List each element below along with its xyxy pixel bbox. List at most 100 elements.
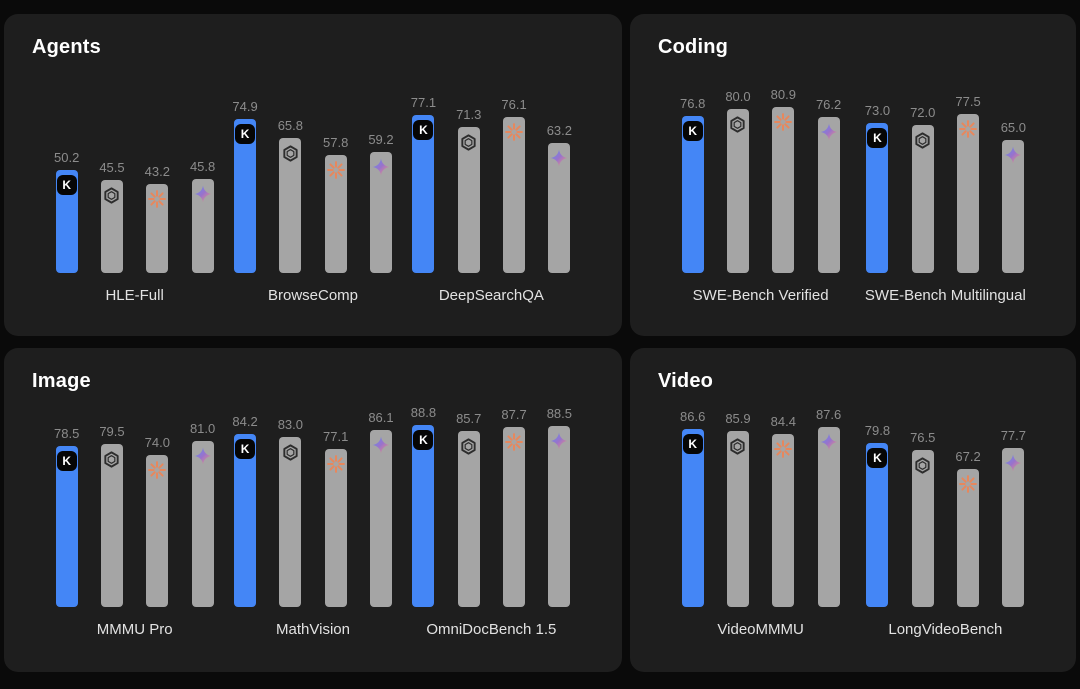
- bar-cluster: 73.0 K 72.0 77.5 65.0: [865, 67, 1026, 273]
- bar-gemini: [548, 426, 571, 607]
- bar-value: 67.2: [955, 449, 981, 464]
- bar-gemini: [548, 143, 571, 273]
- openai-logo: [280, 143, 300, 163]
- bar-value: 43.2: [144, 164, 170, 179]
- bar-column: 84.4: [771, 414, 796, 607]
- openai-logo: [102, 449, 122, 469]
- bar-column: 84.2 K: [232, 414, 258, 607]
- bar-value: 63.2: [546, 123, 572, 138]
- bar-claude: [772, 107, 795, 273]
- bar-value: 59.2: [368, 132, 394, 147]
- gemini-star-icon: [193, 446, 213, 466]
- bar-gemini: [191, 441, 214, 607]
- bar-column: 85.9: [725, 411, 751, 607]
- bar-value: 76.1: [501, 97, 527, 112]
- bar-value: 83.0: [277, 417, 303, 432]
- bar-column: 79.8 K: [865, 423, 890, 607]
- benchmark-group: 79.8 K 76.5 67.2 77.7 LongVideoBench: [865, 401, 1026, 638]
- bar-column: 78.5 K: [54, 426, 79, 607]
- gemini-star-icon: [1003, 145, 1023, 165]
- kimi-k-logo: K: [867, 128, 888, 148]
- bar-column: 81.0: [190, 421, 215, 607]
- claude-sunburst-icon: [958, 119, 978, 139]
- bar-kimi: K: [412, 425, 435, 607]
- benchmark-group: 78.5 K 79.5 74.0 81.0 MMMU Pro: [54, 401, 215, 638]
- kimi-k-logo: K: [682, 121, 703, 141]
- bar-value: 88.5: [546, 406, 572, 421]
- kimi-k-logo: K: [413, 120, 434, 140]
- bar-column: 86.6 K: [680, 409, 705, 607]
- benchmark-label: BrowseComp: [267, 287, 359, 304]
- benchmark-group: 88.8 K 85.7 87.7 88.5 OmniDocBench 1.5: [411, 401, 572, 638]
- bar-value: 74.9: [232, 99, 258, 114]
- panel-title: Image: [32, 370, 91, 392]
- bar-openai: [100, 180, 123, 273]
- bar-value: 57.8: [323, 135, 349, 150]
- bar-value: 84.2: [232, 414, 258, 429]
- bar-column: 45.8: [190, 159, 215, 273]
- bar-value: 80.9: [770, 87, 796, 102]
- benchmark-groups: 86.6 K 85.9 84.4 87.6 VideoMMMU 79.8 K 7…: [658, 401, 1048, 638]
- bar-gemini: [369, 430, 392, 607]
- bar-column: 43.2: [145, 164, 170, 273]
- kimi-k-logo: K: [682, 434, 703, 454]
- benchmark-label: LongVideoBench: [888, 621, 1003, 638]
- claude-sunburst-icon: [147, 189, 167, 209]
- bar-column: 76.1: [501, 97, 527, 273]
- bar-column: 76.5: [910, 430, 935, 607]
- bar-column: 77.1: [323, 429, 348, 607]
- benchmark-group: 77.1 K 71.3 76.1 63.2 DeepSearchQA: [411, 67, 572, 304]
- bar-claude: [772, 434, 795, 607]
- bar-cluster: 50.2 K 45.5 43.2 45.8: [54, 67, 215, 273]
- bar-kimi: K: [55, 446, 78, 607]
- bar-value: 76.5: [910, 430, 936, 445]
- claude-sunburst-icon: [958, 474, 978, 494]
- bar-column: 88.8 K: [411, 405, 436, 607]
- bar-kimi: K: [234, 434, 257, 607]
- bar-claude: [146, 184, 169, 273]
- bar-cluster: 88.8 K 85.7 87.7 88.5: [411, 401, 572, 607]
- bar-cluster: 78.5 K 79.5 74.0 81.0: [54, 401, 215, 607]
- bar-column: 65.8: [278, 118, 303, 273]
- bar-value: 86.1: [368, 410, 394, 425]
- bar-openai: [726, 431, 749, 607]
- claude-sunburst-icon: [326, 454, 346, 474]
- bar-cluster: 77.1 K 71.3 76.1 63.2: [411, 67, 572, 273]
- openai-logo: [459, 132, 479, 152]
- bar-openai: [911, 450, 934, 607]
- bar-column: 57.8: [323, 135, 348, 273]
- bar-column: 72.0: [910, 105, 935, 273]
- benchmark-label: DeepSearchQA: [438, 287, 544, 304]
- bar-claude: [957, 469, 980, 607]
- benchmark-label: VideoMMMU: [717, 621, 804, 638]
- panel-title: Agents: [32, 36, 101, 58]
- kimi-k-logo: K: [56, 175, 77, 195]
- benchmark-groups: 78.5 K 79.5 74.0 81.0 MMMU Pro 84.2 K 83…: [32, 401, 594, 638]
- panel-image: Image 78.5 K 79.5 74.0 81.0 MMMU Pro 84.…: [4, 348, 622, 672]
- bar-kimi: K: [234, 119, 257, 273]
- bar-column: 86.1: [368, 410, 394, 607]
- benchmark-groups: 76.8 K 80.0 80.9 76.2 SWE-Bench Verified…: [658, 67, 1048, 304]
- benchmark-group: 74.9 K 65.8 57.8 59.2 BrowseComp: [232, 67, 393, 304]
- kimi-k-logo: K: [235, 439, 256, 459]
- bar-column: 67.2: [955, 449, 981, 607]
- bar-column: 63.2: [547, 123, 572, 273]
- bar-openai: [457, 127, 480, 273]
- bar-value: 72.0: [910, 105, 936, 120]
- bar-value: 88.8: [410, 405, 437, 420]
- bar-column: 76.2: [816, 97, 841, 273]
- bar-kimi: K: [55, 170, 78, 273]
- bar-column: 45.5: [99, 160, 125, 273]
- kimi-k-logo: K: [56, 451, 77, 471]
- bar-value: 85.7: [456, 411, 482, 426]
- bar-column: 50.2 K: [54, 150, 79, 273]
- benchmark-label: SWE-Bench Multilingual: [864, 287, 1026, 304]
- panel-agents: Agents 50.2 K 45.5 43.2 45.8 HLE-Full 74…: [4, 14, 622, 336]
- claude-sunburst-icon: [147, 460, 167, 480]
- bar-value: 73.0: [864, 103, 891, 118]
- bar-value: 78.5: [54, 426, 80, 441]
- bar-column: 87.7: [501, 407, 527, 607]
- openai-logo: [459, 436, 479, 456]
- bar-column: 77.1 K: [411, 95, 436, 273]
- bar-column: 59.2: [368, 132, 394, 273]
